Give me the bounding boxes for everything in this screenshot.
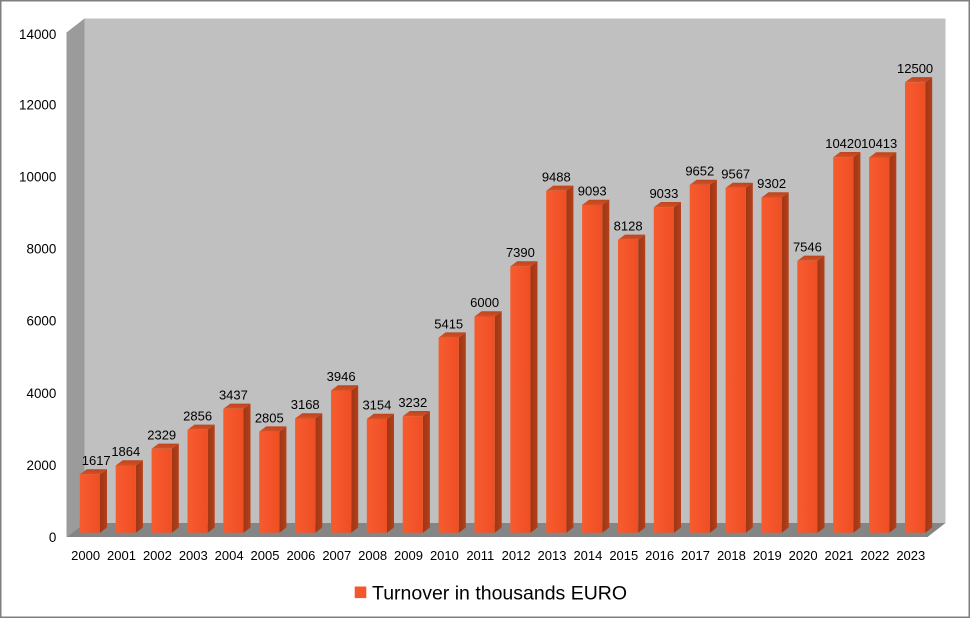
svg-text:9488: 9488 [542,170,571,185]
svg-text:8128: 8128 [614,219,643,234]
svg-text:2001: 2001 [107,548,136,563]
svg-text:Turnover in thousands EURO: Turnover in thousands EURO [372,583,627,605]
svg-text:3154: 3154 [362,398,391,413]
svg-text:2009: 2009 [394,548,423,563]
svg-text:2008: 2008 [358,548,387,563]
svg-text:9567: 9567 [721,167,750,182]
svg-text:4000: 4000 [27,386,57,401]
svg-text:3946: 3946 [327,369,356,384]
svg-text:2004: 2004 [215,548,244,563]
svg-text:2329: 2329 [147,428,176,443]
svg-text:2805: 2805 [255,410,284,425]
svg-text:2003: 2003 [179,548,208,563]
svg-text:12000: 12000 [19,98,56,113]
svg-text:2014: 2014 [573,548,602,563]
svg-text:1864: 1864 [111,444,140,459]
svg-text:3168: 3168 [291,397,320,412]
svg-text:1617: 1617 [82,453,111,468]
svg-text:2000: 2000 [71,548,100,563]
svg-text:2007: 2007 [322,548,351,563]
svg-text:9093: 9093 [578,184,607,199]
svg-text:9033: 9033 [649,186,678,201]
svg-text:2021: 2021 [825,548,854,563]
svg-text:2020: 2020 [789,548,818,563]
svg-text:2856: 2856 [183,409,212,424]
svg-text:2006: 2006 [286,548,315,563]
svg-text:2000: 2000 [27,458,57,473]
svg-text:10000: 10000 [19,170,56,185]
svg-text:3437: 3437 [219,388,248,403]
svg-text:9302: 9302 [757,176,786,191]
svg-text:2018: 2018 [717,548,746,563]
svg-text:2017: 2017 [681,548,710,563]
svg-text:9652: 9652 [685,164,714,179]
svg-text:2022: 2022 [860,548,889,563]
svg-text:2019: 2019 [753,548,782,563]
svg-text:14000: 14000 [19,27,56,42]
svg-text:8000: 8000 [27,242,57,257]
svg-text:2015: 2015 [609,548,638,563]
svg-text:2012: 2012 [502,548,531,563]
svg-text:2023: 2023 [896,548,925,563]
svg-text:2016: 2016 [645,548,674,563]
svg-text:10420: 10420 [825,136,861,151]
svg-text:12500: 12500 [897,61,933,76]
svg-text:6000: 6000 [27,314,57,329]
svg-text:5415: 5415 [434,316,463,331]
svg-text:2005: 2005 [251,548,280,563]
svg-text:10413: 10413 [861,136,897,151]
svg-text:2002: 2002 [143,548,172,563]
svg-text:3232: 3232 [398,395,427,410]
svg-text:2010: 2010 [430,548,459,563]
svg-text:7546: 7546 [793,240,822,255]
svg-text:2011: 2011 [466,548,494,563]
svg-text:2013: 2013 [538,548,567,563]
svg-text:7390: 7390 [506,245,535,260]
svg-text:6000: 6000 [470,295,499,310]
svg-text:0: 0 [49,530,56,545]
